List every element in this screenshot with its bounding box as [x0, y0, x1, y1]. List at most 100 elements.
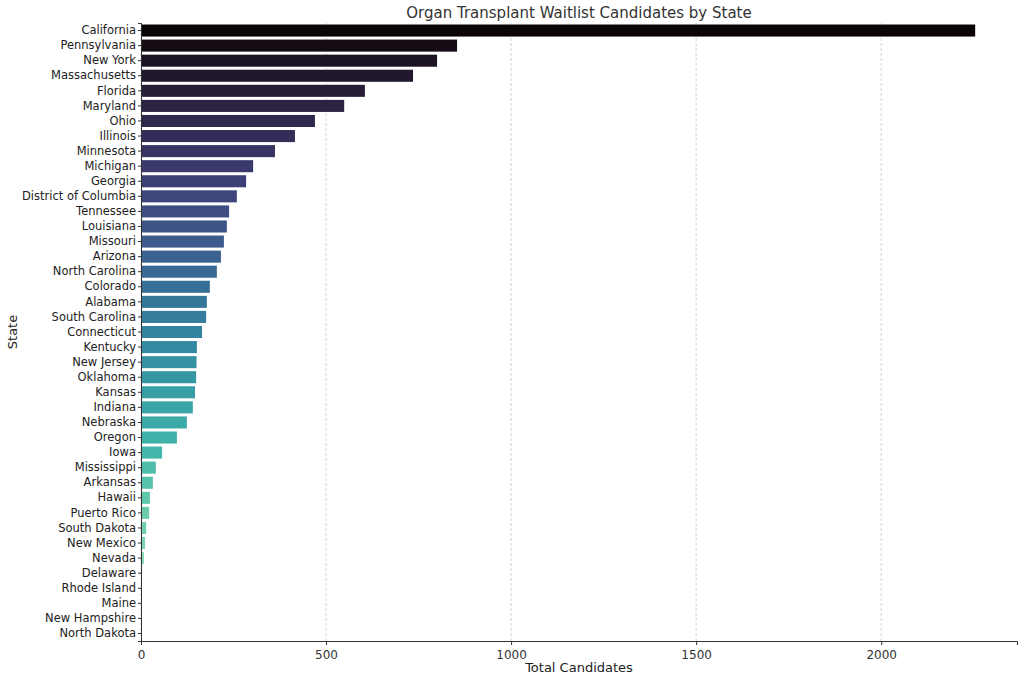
y-tick: New Hampshire — [45, 611, 141, 625]
y-tick: Indiana — [93, 400, 141, 414]
y-tick: Missouri — [89, 234, 141, 248]
y-tick-mark — [138, 543, 141, 544]
bar — [141, 356, 197, 368]
bar — [141, 507, 149, 519]
y-tick: New Jersey — [72, 355, 141, 369]
bar — [141, 55, 437, 67]
y-tick: Kentucky — [83, 340, 141, 354]
bar — [141, 236, 224, 248]
y-tick-mark — [138, 512, 141, 513]
y-tick: North Dakota — [59, 626, 141, 640]
y-tick-mark — [138, 226, 141, 227]
y-tick: Maine — [101, 596, 141, 610]
y-tick: Arkansas — [84, 475, 141, 489]
bar — [141, 100, 344, 112]
y-tick: Michigan — [84, 159, 141, 173]
y-tick-mark — [138, 120, 141, 121]
y-tick: Iowa — [109, 445, 141, 459]
bar — [141, 296, 207, 308]
bar — [141, 175, 246, 187]
y-tick: Tennessee — [75, 204, 141, 218]
y-tick-label: Nebraska — [82, 415, 136, 429]
y-tick-label: Maine — [101, 596, 136, 610]
bar — [141, 462, 156, 474]
y-tick-mark — [138, 166, 141, 167]
y-tick-mark — [138, 633, 141, 634]
y-axis-title: State — [5, 315, 20, 349]
y-tick-label: Michigan — [84, 159, 136, 173]
y-tick-label: California — [81, 23, 136, 37]
x-tick: 2000 — [866, 641, 897, 662]
bar — [141, 145, 275, 157]
y-tick: Hawaii — [97, 490, 141, 504]
bar — [141, 115, 315, 127]
y-tick: Pennsylvania — [60, 38, 141, 52]
y-tick-mark — [138, 45, 141, 46]
y-tick-mark — [138, 573, 141, 574]
x-tick-label: 1500 — [681, 648, 712, 662]
bar — [141, 220, 227, 232]
y-tick-mark — [138, 603, 141, 604]
bar — [141, 130, 295, 142]
y-tick-mark — [138, 30, 141, 31]
y-tick-mark — [138, 467, 141, 468]
x-axis-line — [142, 642, 1018, 646]
bar — [141, 251, 221, 263]
y-tick-label: Puerto Rico — [70, 506, 136, 520]
y-tick-mark — [138, 241, 141, 242]
y-tick-label: Connecticut — [67, 325, 136, 339]
y-tick-label: Maryland — [83, 99, 136, 113]
y-tick-mark — [138, 136, 141, 137]
y-tick: New Mexico — [67, 536, 141, 550]
bar — [141, 477, 153, 489]
y-tick-label: Massachusetts — [51, 68, 136, 82]
y-tick-label: Indiana — [93, 400, 136, 414]
y-tick-mark — [138, 301, 141, 302]
y-tick-label: Rhode Island — [61, 581, 136, 595]
y-tick-label: Iowa — [109, 445, 136, 459]
x-tick-label: 0 — [138, 648, 146, 662]
y-tick-mark — [138, 271, 141, 272]
y-tick-label: North Dakota — [59, 626, 136, 640]
y-tick-label: New Hampshire — [45, 611, 136, 625]
y-tick-label: Missouri — [89, 234, 136, 248]
y-tick-label: Oregon — [94, 430, 136, 444]
y-tick: Georgia — [91, 174, 141, 188]
y-tick-label: Tennessee — [75, 204, 136, 218]
y-tick-mark — [138, 482, 141, 483]
y-tick-mark — [138, 316, 141, 317]
bar — [141, 40, 457, 52]
bar — [141, 25, 975, 37]
y-tick-label: Delaware — [82, 566, 136, 580]
bar — [141, 85, 365, 97]
bar — [141, 311, 206, 323]
y-tick-label: New York — [83, 53, 136, 67]
bar — [141, 416, 187, 428]
y-tick: South Carolina — [52, 310, 141, 324]
bar — [141, 447, 162, 459]
bar — [141, 431, 177, 443]
y-tick-label: Kansas — [95, 385, 136, 399]
y-tick-mark — [138, 196, 141, 197]
y-tick-label: Hawaii — [97, 490, 136, 504]
y-tick: Massachusetts — [51, 68, 141, 82]
y-tick: Delaware — [82, 566, 141, 580]
grid-line — [696, 23, 697, 641]
y-tick: Maryland — [83, 99, 141, 113]
y-tick-label: North Carolina — [53, 264, 136, 278]
y-tick-label: Mississippi — [75, 460, 136, 474]
bar — [141, 401, 193, 413]
grid-line — [326, 23, 327, 641]
y-tick: Alabama — [85, 295, 141, 309]
grid-line — [881, 23, 882, 641]
y-tick-label: Kentucky — [83, 340, 136, 354]
y-tick-mark — [138, 105, 141, 106]
x-axis: 0500100015002000 — [138, 641, 1018, 662]
y-tick: Puerto Rico — [70, 506, 141, 520]
y-tick-mark — [138, 90, 141, 91]
y-axis: CaliforniaPennsylvaniaNew YorkMassachuse… — [22, 23, 142, 641]
y-tick-label: Arizona — [93, 249, 136, 263]
x-tick: 0 — [138, 641, 146, 662]
chart: 0500100015002000CaliforniaPennsylvaniaNe… — [0, 0, 1024, 680]
x-tick: 1000 — [496, 641, 527, 662]
